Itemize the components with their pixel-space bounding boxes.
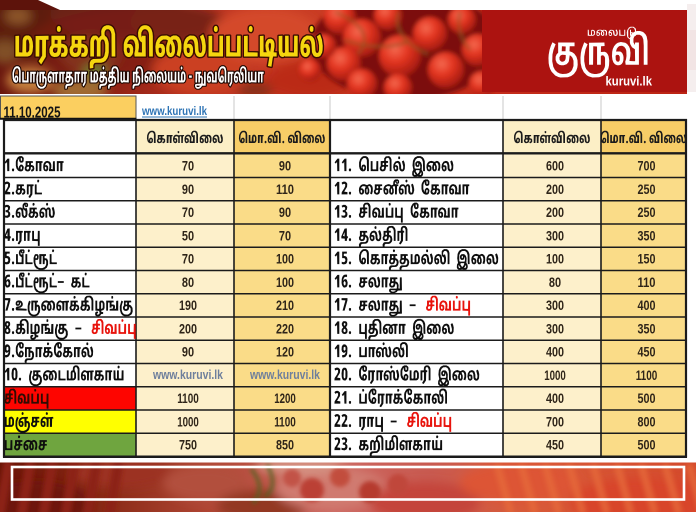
- svg-text:350: 350: [638, 228, 656, 243]
- svg-text:70: 70: [182, 252, 194, 267]
- svg-text:250: 250: [638, 182, 656, 197]
- svg-text:www.kuruvi.lk: www.kuruvi.lk: [152, 368, 223, 382]
- svg-text:1100: 1100: [636, 368, 658, 383]
- svg-text:50: 50: [182, 228, 194, 243]
- svg-text:200: 200: [546, 182, 564, 197]
- svg-text:350: 350: [638, 321, 656, 336]
- svg-text:1100: 1100: [177, 391, 199, 406]
- svg-text:120: 120: [276, 345, 294, 360]
- svg-text:220: 220: [276, 321, 294, 336]
- svg-text:190: 190: [179, 298, 197, 313]
- svg-text:400: 400: [638, 298, 656, 313]
- svg-text:600: 600: [546, 159, 564, 174]
- svg-text:100: 100: [546, 252, 564, 267]
- svg-text:110: 110: [638, 275, 656, 290]
- svg-text:90: 90: [279, 205, 291, 220]
- svg-text:1200: 1200: [274, 391, 296, 406]
- svg-text:100: 100: [276, 275, 294, 290]
- svg-text:800: 800: [638, 414, 656, 429]
- svg-text:210: 210: [276, 298, 294, 313]
- svg-text:1000: 1000: [544, 368, 566, 383]
- svg-text:300: 300: [546, 298, 564, 313]
- svg-text:750: 750: [179, 438, 197, 453]
- svg-text:200: 200: [179, 321, 197, 336]
- svg-text:90: 90: [182, 182, 194, 197]
- svg-text:200: 200: [546, 205, 564, 220]
- svg-text:www.kuruvi.lk: www.kuruvi.lk: [141, 104, 207, 118]
- svg-text:70: 70: [182, 205, 194, 220]
- svg-text:400: 400: [546, 391, 564, 406]
- svg-text:150: 150: [638, 252, 656, 267]
- svg-text:450: 450: [638, 345, 656, 360]
- svg-text:70: 70: [279, 228, 291, 243]
- svg-text:1000: 1000: [177, 414, 199, 429]
- svg-text:90: 90: [279, 159, 291, 174]
- svg-text:1100: 1100: [274, 414, 296, 429]
- svg-text:450: 450: [546, 438, 564, 453]
- svg-text:80: 80: [182, 275, 194, 290]
- svg-text:500: 500: [638, 438, 656, 453]
- svg-text:700: 700: [638, 159, 656, 174]
- svg-text:11.10.2025: 11.10.2025: [4, 104, 61, 121]
- svg-text:90: 90: [182, 345, 194, 360]
- svg-text:70: 70: [182, 159, 194, 174]
- svg-text:300: 300: [546, 228, 564, 243]
- svg-text:500: 500: [638, 391, 656, 406]
- svg-text:100: 100: [276, 252, 294, 267]
- svg-text:300: 300: [546, 321, 564, 336]
- svg-text:kuruvi.lk: kuruvi.lk: [606, 75, 653, 89]
- svg-text:850: 850: [276, 438, 294, 453]
- svg-text:700: 700: [546, 414, 564, 429]
- svg-text:110: 110: [276, 182, 294, 197]
- svg-text:80: 80: [549, 275, 561, 290]
- svg-text:www.kuruvi.lk: www.kuruvi.lk: [249, 368, 320, 382]
- svg-text:250: 250: [638, 205, 656, 220]
- svg-text:400: 400: [546, 345, 564, 360]
